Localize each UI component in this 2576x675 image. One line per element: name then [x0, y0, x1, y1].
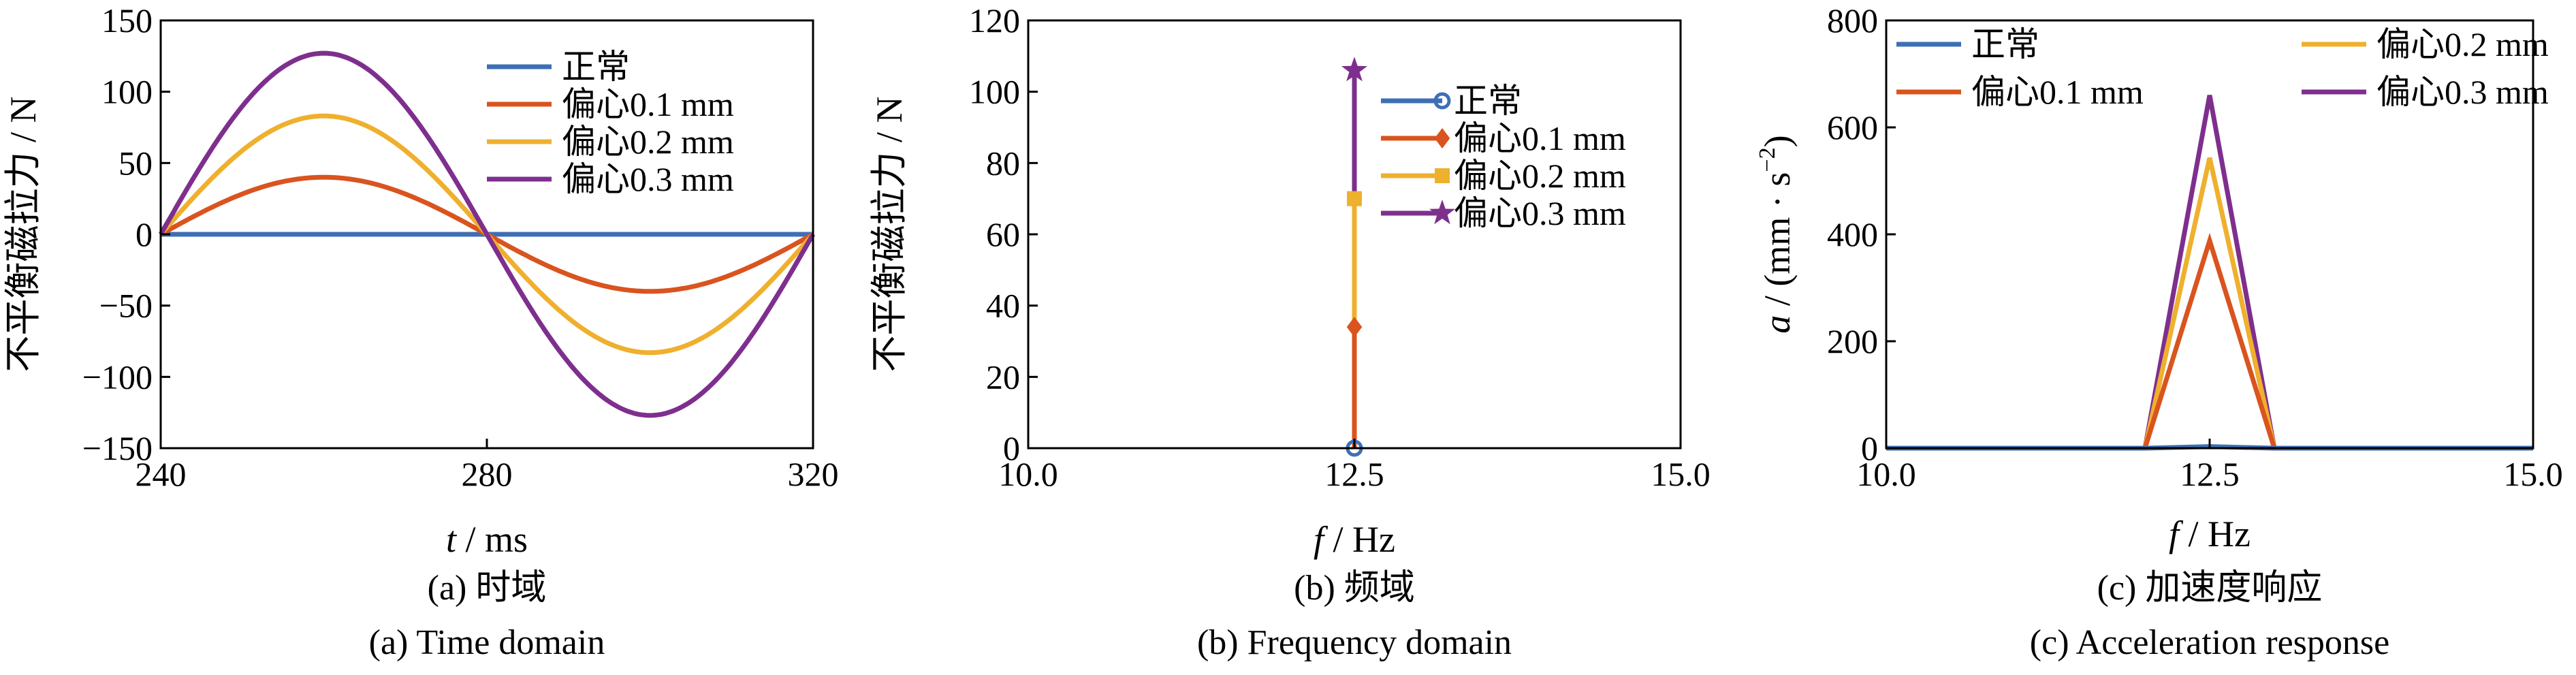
a-caption-en: (a) Time domain — [369, 623, 605, 662]
b-xtick-label: 12.5 — [1324, 455, 1384, 493]
b-ytick-label: 100 — [969, 73, 1020, 111]
b-ytick-label: 20 — [986, 358, 1020, 396]
c-series-line-2 — [1886, 157, 2533, 451]
a-ytick-label: 0 — [136, 215, 153, 253]
b-legend-marker-3 — [1429, 200, 1455, 225]
b-ylabel: 不平衡磁拉力 / N — [869, 97, 910, 373]
a-xlabel: t / ms — [446, 519, 528, 560]
b-ytick-label: 120 — [969, 1, 1020, 40]
c-xlabel: f / Hz — [2169, 514, 2251, 554]
b-plot-area — [1341, 57, 1367, 457]
b-legend-marker-1 — [1434, 128, 1450, 148]
b-ytick-label: 40 — [986, 287, 1020, 325]
c-legend-label-3: 偏心0.3 mm — [2376, 73, 2549, 111]
a-legend-label-0: 正常 — [562, 48, 630, 86]
b-legend-marker-0 — [1433, 92, 1451, 110]
b-legend-marker-2 — [1435, 168, 1450, 183]
b-legend-label-1: 偏心0.1 mm — [1454, 119, 1626, 157]
c-xtick-label: 15.0 — [2503, 455, 2563, 493]
b-ytick-label: 0 — [1003, 429, 1020, 467]
a-legend-label-3: 偏心0.3 mm — [562, 160, 734, 198]
b-xlabel: f / Hz — [1314, 519, 1395, 560]
b-legend-label-0: 正常 — [1454, 82, 1522, 120]
b-xtick-label: 10.0 — [998, 455, 1058, 493]
a-plot-area — [158, 50, 816, 418]
a-xtick-label: 280 — [462, 455, 513, 493]
c-xtick-label: 10.0 — [1856, 455, 1916, 493]
a-xtick-label: 320 — [788, 455, 839, 493]
a-legend-label-1: 偏心0.1 mm — [562, 85, 734, 123]
b-ytick-label: 80 — [986, 144, 1020, 182]
b-ticks: 10.0 12.5 15.0 0 20 40 60 80 100 120 — [969, 1, 1711, 493]
c-xtick-label: 12.5 — [2180, 455, 2240, 493]
a-legend-label-2: 偏心0.2 mm — [562, 123, 734, 161]
a-ytick-label: 50 — [118, 144, 153, 182]
b-ytick-label: 60 — [986, 215, 1020, 253]
a-ytick-label: 150 — [101, 1, 153, 40]
b-legend-label-2: 偏心0.2 mm — [1454, 157, 1626, 195]
b-caption-en: (b) Frequency domain — [1197, 623, 1512, 662]
c-series-line-1 — [1886, 232, 2533, 451]
b-marker-2 — [1347, 191, 1362, 206]
c-caption-en: (c) Acceleration response — [2030, 623, 2389, 662]
a-ytick-label: −100 — [82, 358, 153, 396]
c-legend-label-1: 偏心0.1 mm — [1971, 73, 2144, 111]
c-ytick-label: 800 — [1827, 1, 1878, 40]
c-ytick-label: 400 — [1827, 215, 1878, 253]
c-legend-label-0: 正常 — [1971, 25, 2039, 63]
a-caption-cn: (a) 时域 — [428, 569, 547, 608]
a-series-line-3 — [158, 50, 816, 418]
c-legend-label-2: 偏心0.2 mm — [2376, 25, 2549, 63]
b-legend-label-3: 偏心0.3 mm — [1454, 194, 1626, 232]
c-ylabel: a / (mm · s−2) — [1755, 135, 1798, 333]
b-xtick-label: 15.0 — [1651, 455, 1711, 493]
c-ytick-label: 0 — [1861, 429, 1878, 467]
b-marker-3 — [1341, 57, 1367, 82]
c-caption-cn: (c) 加速度响应 — [2097, 569, 2323, 608]
b-marker-1 — [1346, 317, 1363, 338]
a-ytick-label: 100 — [101, 73, 153, 111]
c-series-line-3 — [1886, 95, 2533, 451]
a-ticks: 240 280 320 −150 −100 −50 0 50 100 150 — [82, 1, 839, 493]
a-xtick-label: 240 — [136, 455, 187, 493]
c-ytick-label: 600 — [1827, 108, 1878, 146]
c-ytick-label: 200 — [1827, 322, 1878, 360]
a-ytick-label: −50 — [99, 287, 153, 325]
a-ytick-label: −150 — [82, 429, 153, 467]
b-caption-cn: (b) 频域 — [1294, 569, 1415, 608]
a-ylabel: 不平衡磁拉力 / N — [3, 97, 44, 373]
c-ticks: 10.0 12.5 15.0 0 200 400 600 800 — [1827, 1, 2563, 493]
c-plot-area — [1886, 95, 2533, 451]
